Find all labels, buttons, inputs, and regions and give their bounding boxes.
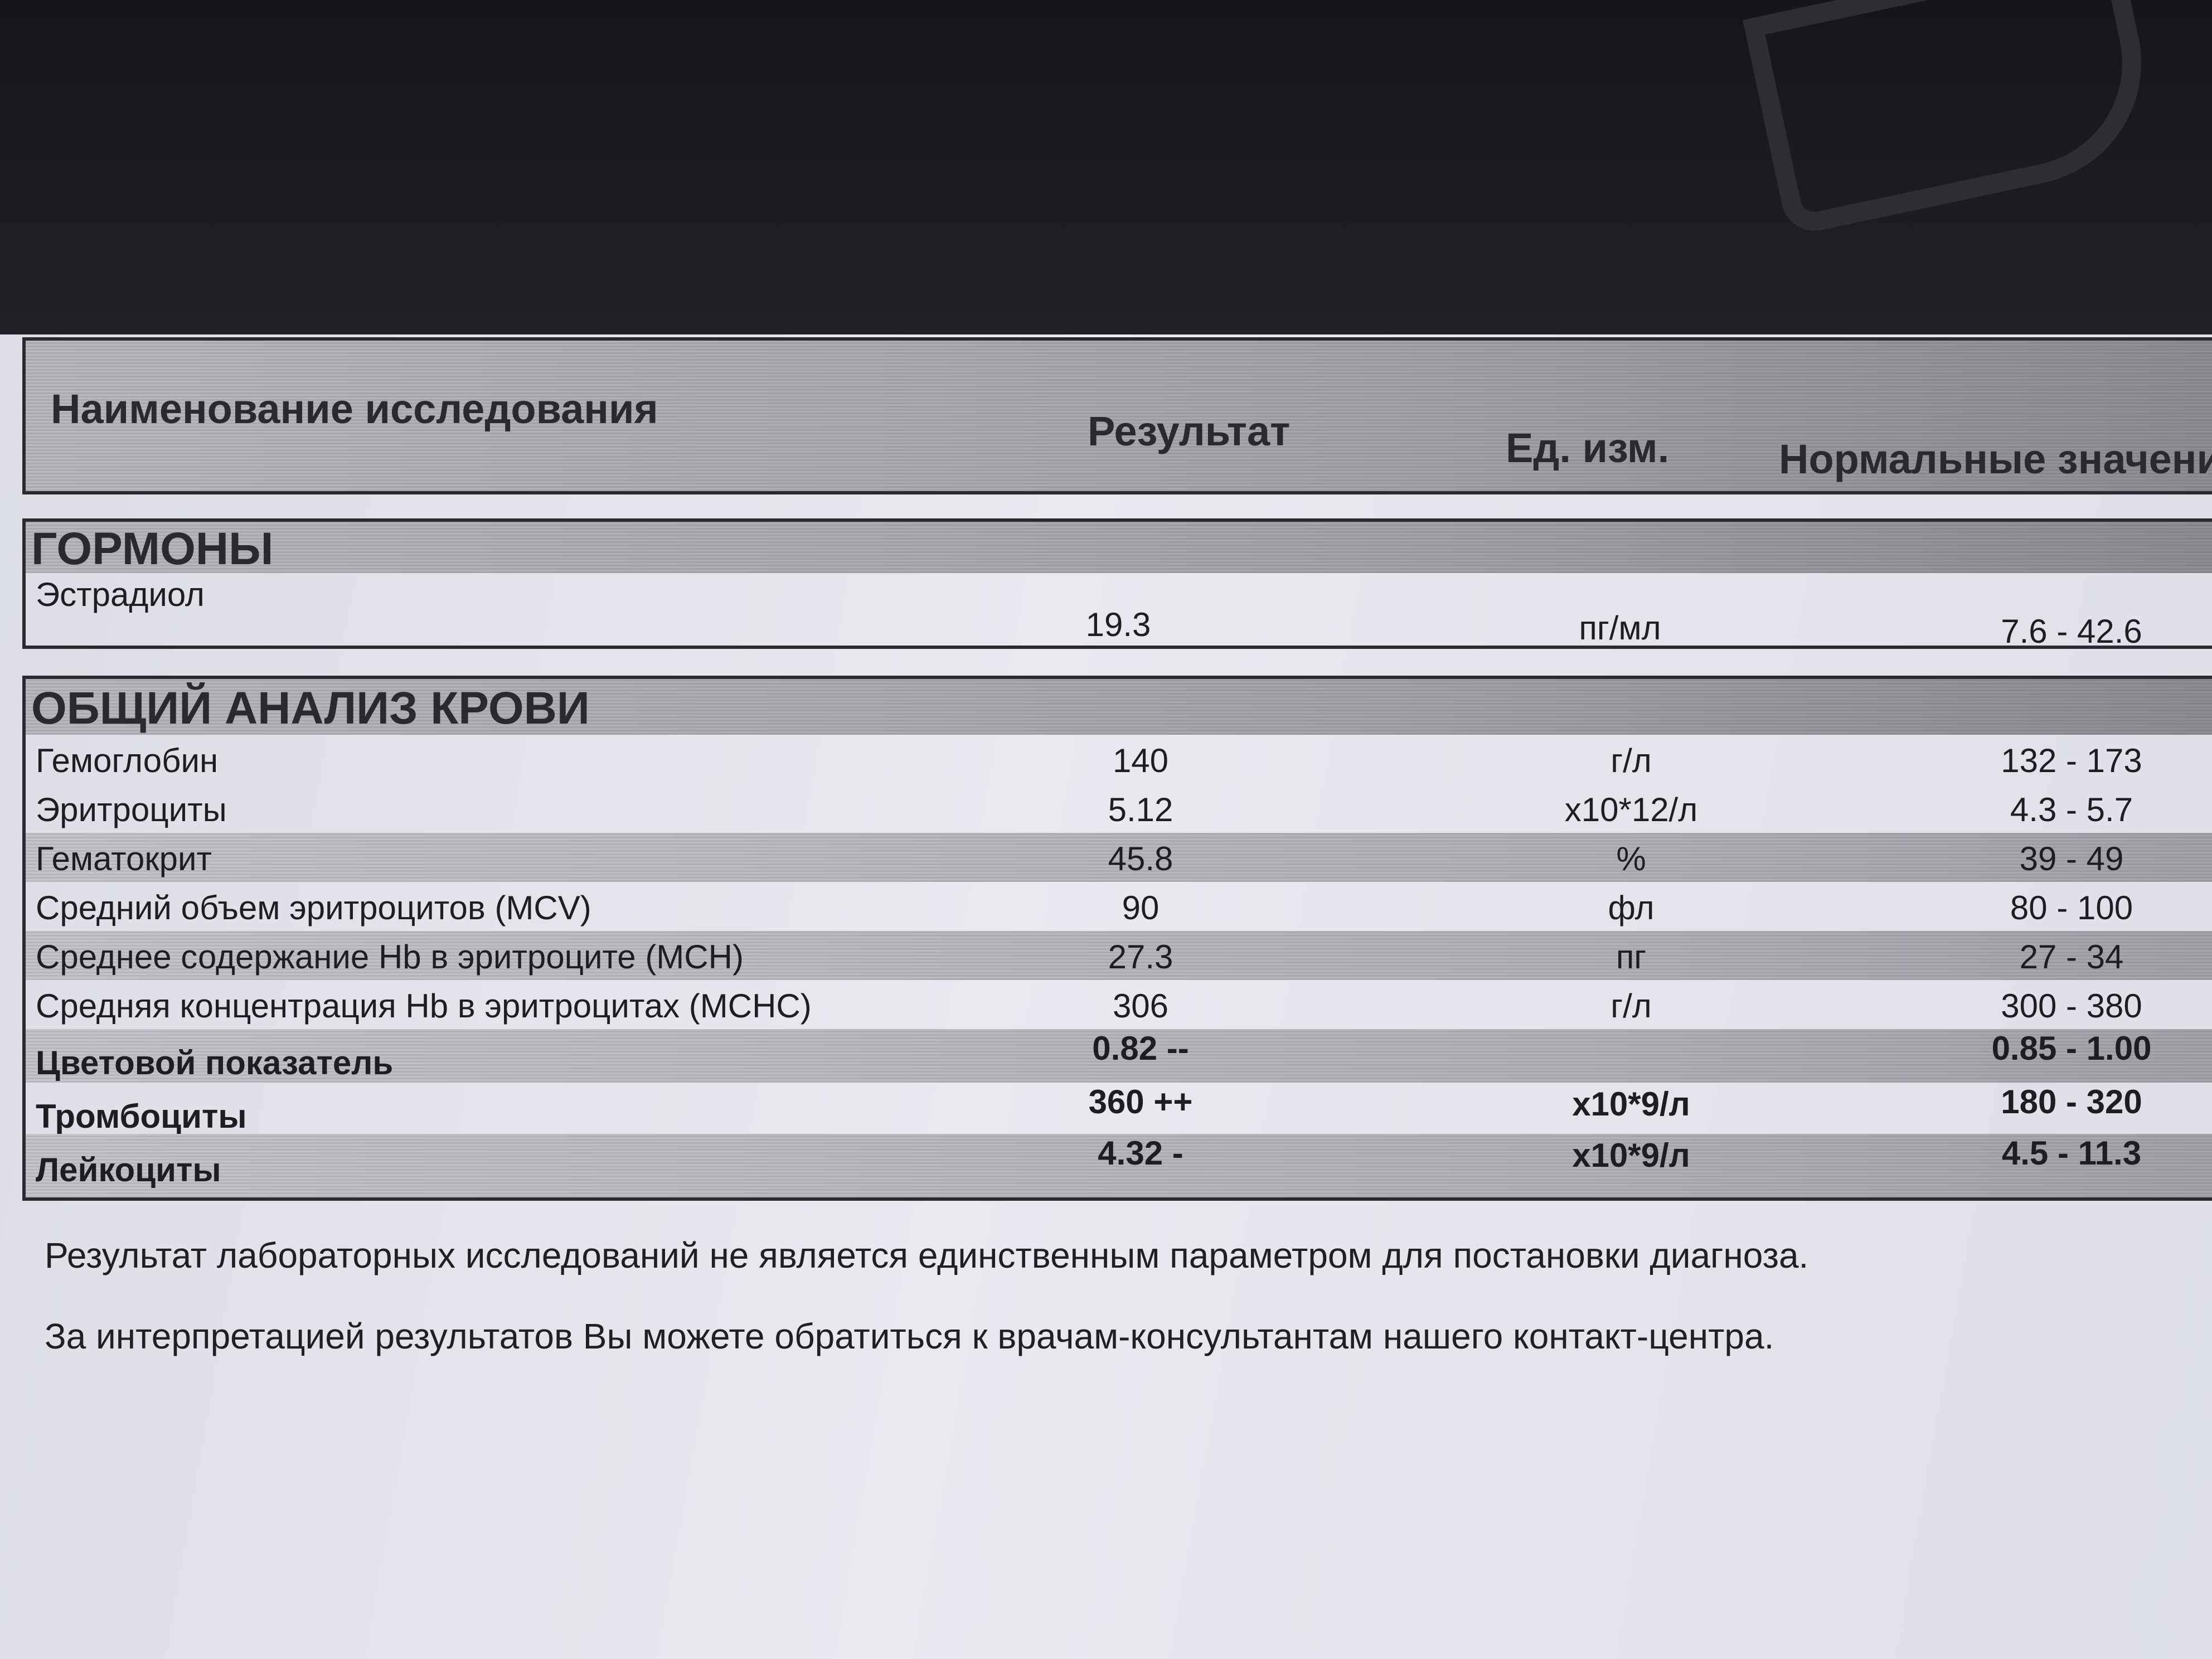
test-name: Среднее содержание Hb в эритроците (MCH) bbox=[36, 938, 744, 976]
test-name: Средняя концентрация Hb в эритроцитах (M… bbox=[36, 987, 812, 1025]
test-result: 360 ++ bbox=[1088, 1083, 1193, 1120]
test-unit: % bbox=[1616, 840, 1646, 877]
contact-note: За интерпретацией результатов Вы можете … bbox=[45, 1316, 1774, 1356]
section-title-band: ОБЩИЙ АНАЛИЗ КРОВИ bbox=[26, 679, 2212, 735]
test-norm: 80 - 100 bbox=[2010, 889, 2133, 926]
test-norm: 4.3 - 5.7 bbox=[2010, 791, 2133, 828]
table-row-flagged: Тромбоциты 360 ++ x10*9/л 180 - 320 bbox=[26, 1083, 2212, 1135]
test-result: 306 bbox=[1112, 987, 1169, 1025]
table-header: Наименование исследования Результат Ед. … bbox=[22, 337, 2212, 494]
table-row: Средний объем эритроцитов (MCV) 90 фл 80… bbox=[26, 882, 2212, 931]
table-row: Среднее содержание Hb в эритроците (MCH)… bbox=[26, 931, 2212, 980]
test-name: Эритроциты bbox=[36, 791, 227, 828]
test-unit: пг/мл bbox=[1579, 609, 1661, 647]
test-norm: 0.85 - 1.00 bbox=[1991, 1030, 2152, 1067]
header-result: Результат bbox=[1088, 408, 1291, 454]
header-norm: Нормальные значени bbox=[1779, 436, 2212, 482]
test-unit: фл bbox=[1608, 889, 1655, 926]
test-norm: 300 - 380 bbox=[2001, 987, 2142, 1025]
test-norm: 132 - 173 bbox=[2001, 742, 2142, 779]
test-result: 19.3 bbox=[1085, 606, 1151, 643]
test-name: Эстрадиол bbox=[36, 576, 205, 613]
test-name: Лейкоциты bbox=[36, 1151, 221, 1189]
table-row: Эритроциты 5.12 x10*12/л 4.3 - 5.7 bbox=[26, 784, 2212, 833]
test-unit: x10*9/л bbox=[1572, 1085, 1690, 1123]
disclaimer-note: Результат лабораторных исследований не я… bbox=[45, 1235, 1809, 1275]
section-title: ОБЩИЙ АНАЛИЗ КРОВИ bbox=[31, 683, 590, 734]
table-row: Эстрадиол 19.3 пг/мл 7.6 - 42.6 bbox=[26, 573, 2212, 650]
section-hormones: ГОРМОНЫ Эстрадиол 19.3 пг/мл 7.6 - 42.6 bbox=[22, 518, 2212, 650]
section-blood-count: ОБЩИЙ АНАЛИЗ КРОВИ Гемоглобин 140 г/л 13… bbox=[22, 676, 2212, 1201]
table-row-flagged: Цветовой показатель 0.82 -- 0.85 - 1.00 bbox=[26, 1029, 2212, 1083]
table-row: Средняя концентрация Hb в эритроцитах (M… bbox=[26, 980, 2212, 1029]
header-name: Наименование исследования bbox=[51, 386, 658, 432]
test-name: Гемоглобин bbox=[36, 742, 219, 779]
test-result: 140 bbox=[1112, 742, 1169, 779]
test-result: 27.3 bbox=[1108, 938, 1173, 976]
test-norm: 4.5 - 11.3 bbox=[2001, 1134, 2142, 1172]
background-object bbox=[1743, 0, 2164, 237]
test-unit: x10*12/л bbox=[1564, 791, 1698, 828]
test-unit: г/л bbox=[1611, 742, 1652, 779]
table-row-flagged: Лейкоциты 4.32 - x10*9/л 4.5 - 11.3 bbox=[26, 1134, 2212, 1197]
test-unit: x10*9/л bbox=[1572, 1137, 1690, 1174]
header-unit: Ед. изм. bbox=[1506, 425, 1670, 471]
table-row: Гемоглобин 140 г/л 132 - 173 bbox=[26, 735, 2212, 784]
lab-report-sheet: Наименование исследования Результат Ед. … bbox=[0, 334, 2212, 1659]
test-result: 4.32 - bbox=[1098, 1134, 1183, 1172]
test-norm: 39 - 49 bbox=[2019, 840, 2124, 877]
test-name: Цветовой показатель bbox=[36, 1044, 394, 1081]
test-result: 5.12 bbox=[1108, 791, 1173, 828]
test-result: 45.8 bbox=[1108, 840, 1173, 877]
test-name: Гематокрит bbox=[36, 840, 212, 877]
test-norm: 27 - 34 bbox=[2019, 938, 2124, 976]
test-name: Средний объем эритроцитов (MCV) bbox=[36, 889, 591, 926]
test-norm: 180 - 320 bbox=[2001, 1083, 2142, 1120]
dark-background bbox=[0, 0, 2212, 334]
test-name: Тромбоциты bbox=[36, 1098, 247, 1135]
test-result: 0.82 -- bbox=[1092, 1030, 1189, 1067]
test-unit: пг bbox=[1616, 938, 1647, 976]
test-norm: 7.6 - 42.6 bbox=[2001, 613, 2142, 650]
table-row: Гематокрит 45.8 % 39 - 49 bbox=[26, 833, 2212, 882]
section-title-band: ГОРМОНЫ bbox=[26, 522, 2212, 574]
test-unit: г/л bbox=[1611, 987, 1652, 1025]
section-title: ГОРМОНЫ bbox=[31, 523, 274, 574]
test-result: 90 bbox=[1122, 889, 1160, 926]
